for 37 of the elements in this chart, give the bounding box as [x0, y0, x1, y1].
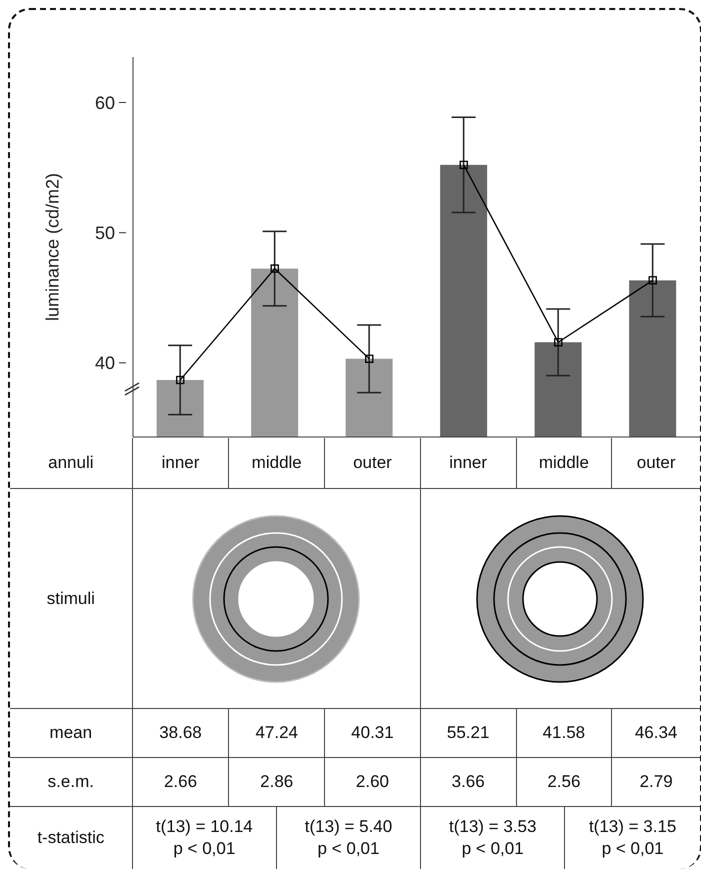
point — [554, 338, 562, 346]
text: t(13) = 3.53 p < 0,01 — [421, 807, 566, 869]
text: t(13) = 10.14 p < 0,01 — [132, 807, 277, 869]
text: 2.86 — [229, 758, 326, 806]
y-tick-label: 60 — [94, 92, 115, 113]
point — [460, 160, 468, 170]
x-tick-label: outer — [325, 438, 421, 488]
text: t(13) = 5.40 p < 0,01 — [276, 807, 422, 869]
point — [270, 264, 279, 273]
data-label: 38.68 — [132, 709, 230, 757]
data-label: 46.34 — [634, 722, 678, 744]
data-label: 55.21 — [420, 709, 517, 757]
y-tick-label: 50 — [94, 222, 115, 243]
x-tick-label: inner — [420, 438, 517, 488]
text: t-statistic — [10, 807, 133, 869]
data-label: 47.24 — [229, 709, 326, 757]
x-tick-label: inner — [132, 438, 230, 488]
y-axis-title: luminance (cd/m2) — [42, 172, 62, 322]
text: mean — [10, 709, 133, 757]
text: 2.60 — [325, 758, 421, 806]
point — [648, 276, 657, 284]
text: s.e.m. — [10, 758, 133, 806]
point — [365, 354, 374, 363]
point — [176, 376, 184, 384]
data-label: 40.31 — [325, 709, 421, 757]
text: 3.66 — [420, 758, 517, 806]
x-tick-label: middle — [516, 438, 612, 488]
text: 2.66 — [132, 758, 230, 806]
x-tick-label: outer — [636, 452, 676, 474]
data-label: 41.58 — [516, 709, 612, 757]
text: annuli — [10, 438, 133, 488]
x-tick-label: middle — [229, 438, 326, 488]
y-tick-label: 40 — [94, 353, 115, 374]
text: t(13) = 3.15 p < 0,01 — [588, 816, 678, 860]
text: stimuli — [10, 489, 133, 708]
text: 2.56 — [516, 758, 612, 806]
text: 2.79 — [638, 771, 674, 793]
